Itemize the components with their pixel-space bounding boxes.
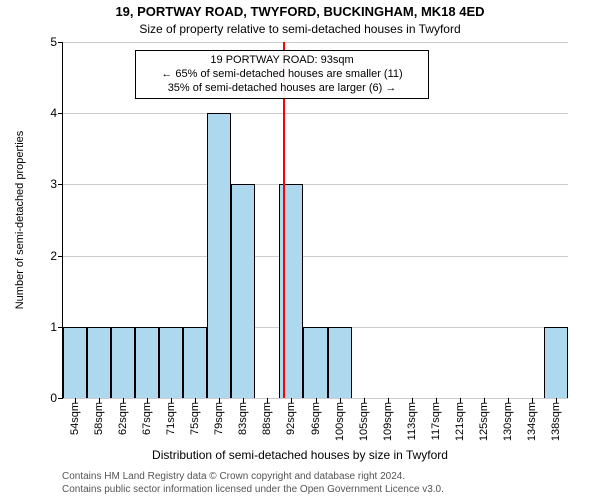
chart-subtitle: Size of property relative to semi-detach… (0, 22, 600, 36)
footer-line-2: Contains public sector information licen… (62, 484, 444, 495)
x-tick-label: 54sqm (69, 398, 81, 435)
annotation-line: 19 PORTWAY ROAD: 93sqm (142, 54, 422, 68)
x-tick-label: 113sqm (406, 398, 418, 440)
y-tick-label: 4 (50, 106, 63, 120)
y-tick-label: 1 (50, 320, 63, 334)
chart-title: 19, PORTWAY ROAD, TWYFORD, BUCKINGHAM, M… (0, 4, 600, 19)
histogram-bar (207, 113, 231, 398)
histogram-bar (159, 327, 183, 398)
x-axis-label: Distribution of semi-detached houses by … (0, 448, 600, 462)
y-axis-label: Number of semi-detached properties (14, 131, 26, 310)
x-tick-label: 125sqm (478, 398, 490, 441)
y-tick-label: 0 (50, 391, 63, 405)
property-size-chart: 19, PORTWAY ROAD, TWYFORD, BUCKINGHAM, M… (0, 0, 600, 500)
annotation-line: 35% of semi-detached houses are larger (… (142, 82, 422, 96)
gridline (63, 42, 568, 43)
x-tick-label: 62sqm (117, 398, 129, 435)
histogram-bar (328, 327, 352, 398)
x-tick-label: 71sqm (165, 398, 177, 435)
y-tick-label: 2 (50, 249, 63, 263)
histogram-bar (135, 327, 159, 398)
histogram-bar (87, 327, 111, 398)
footer-line-1: Contains HM Land Registry data © Crown c… (62, 471, 405, 482)
x-tick-label: 109sqm (382, 398, 394, 441)
x-tick-label: 96sqm (310, 398, 322, 435)
x-tick-label: 105sqm (358, 398, 370, 441)
x-tick-label: 88sqm (261, 398, 273, 435)
histogram-bar (231, 184, 255, 398)
annotation-box: 19 PORTWAY ROAD: 93sqm← 65% of semi-deta… (135, 50, 429, 99)
gridline (63, 184, 568, 185)
annotation-line: ← 65% of semi-detached houses are smalle… (142, 68, 422, 82)
x-tick-label: 83sqm (237, 398, 249, 435)
histogram-bar (111, 327, 135, 398)
gridline (63, 113, 568, 114)
x-tick-label: 75sqm (189, 398, 201, 435)
histogram-bar (183, 327, 207, 398)
x-tick-label: 134sqm (526, 398, 538, 441)
x-tick-label: 121sqm (454, 398, 466, 441)
histogram-bar (63, 327, 87, 398)
gridline (63, 256, 568, 257)
histogram-bar (303, 327, 327, 398)
x-tick-label: 92sqm (285, 398, 297, 435)
x-tick-label: 138sqm (550, 398, 562, 441)
x-tick-label: 117sqm (430, 398, 442, 440)
x-tick-label: 58sqm (93, 398, 105, 435)
x-tick-label: 130sqm (502, 398, 514, 441)
plot-area: 01234554sqm58sqm62sqm67sqm71sqm75sqm79sq… (62, 42, 568, 399)
histogram-bar (544, 327, 568, 398)
y-tick-label: 5 (50, 35, 63, 49)
y-tick-label: 3 (50, 177, 63, 191)
x-tick-label: 67sqm (141, 398, 153, 435)
x-tick-label: 100sqm (334, 398, 346, 441)
x-tick-label: 79sqm (213, 398, 225, 435)
